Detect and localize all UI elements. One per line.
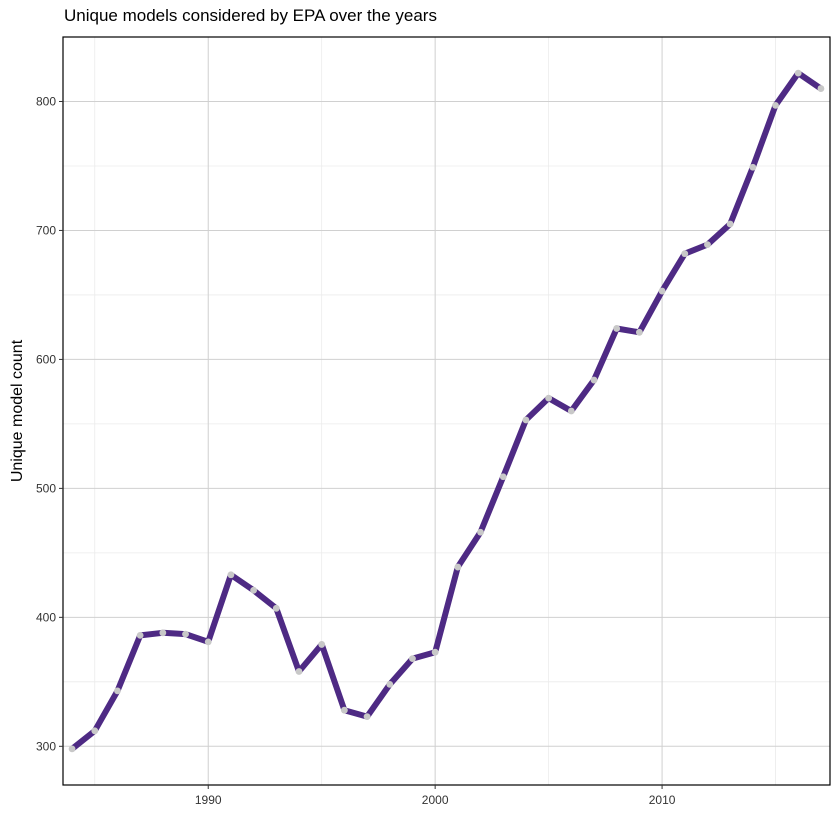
data-point (567, 407, 575, 415)
data-point (250, 586, 258, 594)
data-point (227, 571, 235, 579)
y-tick-label: 600 (36, 352, 56, 366)
data-point (681, 250, 689, 258)
x-tick-label: 2000 (422, 793, 449, 807)
x-tick-label: 1990 (195, 793, 222, 807)
data-point (704, 241, 711, 249)
data-point (522, 416, 530, 424)
data-point (499, 473, 507, 481)
y-tick-label: 500 (36, 481, 56, 495)
data-point (817, 85, 825, 92)
data-point (794, 69, 802, 77)
y-tick-label: 300 (36, 739, 56, 753)
data-point (726, 220, 734, 228)
data-point (590, 376, 598, 384)
grid (63, 36, 830, 785)
data-point (91, 727, 99, 735)
panel-border (62, 36, 831, 786)
data-point (295, 668, 303, 675)
data-point (386, 681, 394, 688)
data-point (204, 638, 212, 646)
series-line (69, 70, 824, 752)
data-point (658, 287, 666, 295)
data-point (182, 630, 189, 638)
data-point (749, 163, 757, 171)
data-point (431, 648, 439, 656)
data-point (318, 641, 326, 648)
data-point (340, 706, 348, 714)
data-point (454, 563, 462, 571)
y-axis-title: Unique model count (9, 339, 26, 482)
data-point (114, 687, 121, 695)
data-point (68, 745, 76, 753)
data-point (409, 655, 416, 663)
data-point (363, 713, 371, 721)
data-point (772, 101, 779, 109)
x-tick-label: 2010 (649, 793, 676, 807)
data-points-layer (68, 69, 825, 753)
chart-title: Unique models considered by EPA over the… (64, 6, 437, 25)
y-tick-label: 400 (36, 610, 56, 624)
data-point (272, 604, 280, 612)
data-point (159, 629, 167, 637)
axes: 300 400 500 600 700 800 1990 2000 2010 (36, 94, 676, 807)
data-point (613, 325, 621, 332)
data-point (545, 394, 553, 402)
data-point (635, 328, 643, 336)
data-point (136, 632, 144, 639)
data-point (477, 528, 484, 536)
series-line-layer (69, 70, 824, 752)
y-tick-label: 700 (36, 223, 56, 237)
y-tick-label: 800 (36, 94, 56, 108)
